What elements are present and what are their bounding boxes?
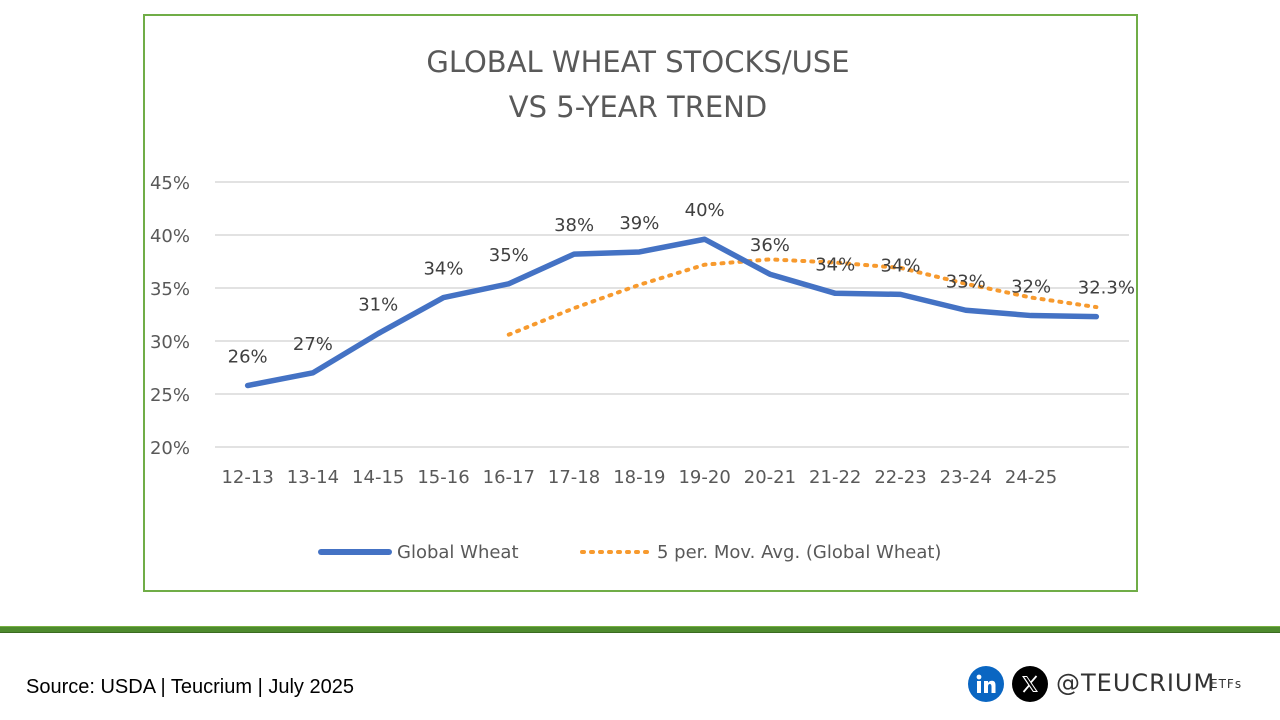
x-icon[interactable] <box>1012 666 1048 702</box>
y-tick-label: 40% <box>150 226 190 247</box>
data-label-global-wheat: 27% <box>293 334 333 355</box>
data-label-global-wheat: 40% <box>685 200 725 221</box>
x-tick-label: 23-24 <box>940 467 992 488</box>
y-tick-label: 25% <box>150 385 190 406</box>
data-labels: 26% 27% 31% 34% 35% 38% 39% 40% 36% 34% 34% 33% 32% 3… <box>228 200 1135 367</box>
series-line-moving-average <box>506 257 1099 337</box>
y-tick-label: 20% <box>150 438 190 459</box>
legend-label-moving-average: 5 per. Mov. Avg. (Global Wheat) <box>657 542 941 563</box>
data-label-global-wheat: 34% <box>423 259 463 280</box>
footer-divider-bar <box>0 626 1280 633</box>
data-label-global-wheat: 35% <box>489 245 529 266</box>
series-line-global-wheat <box>244 236 1100 389</box>
x-tick-label: 22-23 <box>874 467 926 488</box>
y-tick-label: 45% <box>150 173 190 194</box>
x-tick-label: 12-13 <box>221 467 273 488</box>
chart-title-line-2: VS 5-YEAR TREND <box>509 90 767 124</box>
data-label-global-wheat: 34% <box>815 254 855 275</box>
linkedin-icon[interactable] <box>968 666 1004 702</box>
series-layer <box>244 236 1100 389</box>
x-tick-label: 17-18 <box>548 467 600 488</box>
x-tick-label: 14-15 <box>352 467 404 488</box>
source-note: Source: USDA | Teucrium | July 2025 <box>26 676 354 698</box>
data-label-global-wheat: 33% <box>946 271 986 292</box>
data-label-global-wheat: 26% <box>228 347 268 368</box>
x-tick-label: 20-21 <box>744 467 796 488</box>
social-handles: @TEUCRIUM ETFs <box>968 664 1268 704</box>
data-label-global-wheat: 34% <box>880 255 920 276</box>
data-label-global-wheat: 39% <box>619 213 659 234</box>
chart-svg: GLOBAL WHEAT STOCKS/USE VS 5-YEAR TREND … <box>150 45 1135 563</box>
legend: Global Wheat 5 per. Mov. Avg. (Global Wh… <box>318 542 941 563</box>
x-tick-label: 18-19 <box>613 467 665 488</box>
social-handle-suffix: ETFs <box>1210 677 1243 691</box>
y-tick-label: 30% <box>150 332 190 353</box>
legend-label-global-wheat: Global Wheat <box>397 542 519 563</box>
chart-frame: GLOBAL WHEAT STOCKS/USE VS 5-YEAR TREND … <box>143 14 1138 592</box>
data-label-global-wheat: 32% <box>1011 277 1051 298</box>
x-tick-label: 16-17 <box>483 467 535 488</box>
y-axis-ticks: 20% 25% 30% 35% 40% 45% <box>150 173 190 459</box>
y-tick-label: 35% <box>150 279 190 300</box>
data-label-global-wheat: 36% <box>750 235 790 256</box>
x-tick-label: 19-20 <box>678 467 730 488</box>
x-tick-label: 24-25 <box>1005 467 1057 488</box>
x-tick-label: 15-16 <box>417 467 469 488</box>
social-handle[interactable]: @TEUCRIUM <box>1056 669 1216 697</box>
data-label-global-wheat: 31% <box>358 295 398 316</box>
chart-title-line-1: GLOBAL WHEAT STOCKS/USE <box>426 45 849 79</box>
x-tick-label: 21-22 <box>809 467 861 488</box>
data-label-global-wheat: 32.3% <box>1078 278 1135 299</box>
x-tick-label: 13-14 <box>287 467 339 488</box>
data-label-global-wheat: 38% <box>554 215 594 236</box>
x-axis-ticks: 12-13 13-14 14-15 15-16 16-17 17-18 18-19 19-20… <box>221 467 1057 488</box>
